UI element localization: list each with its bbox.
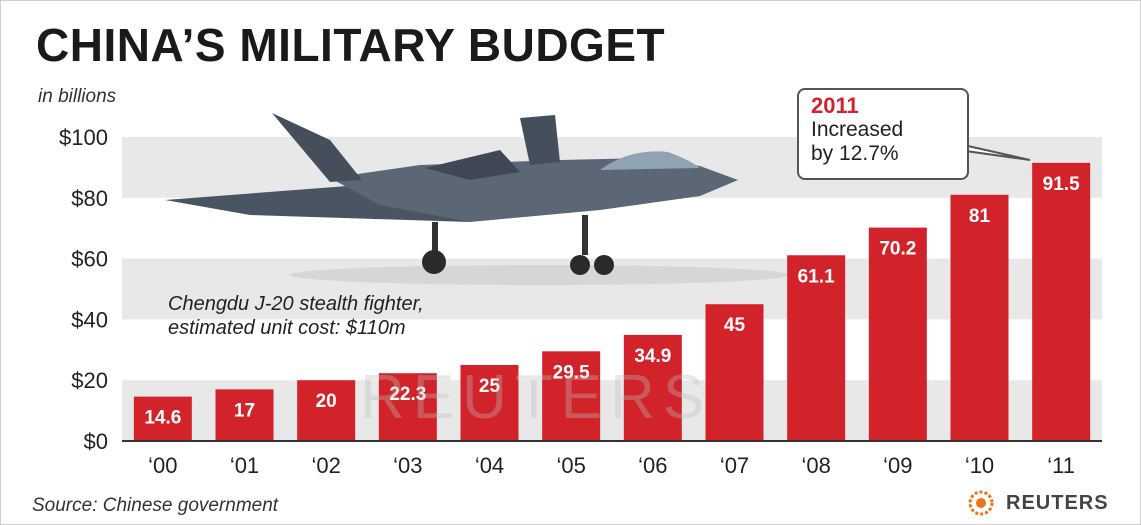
x-tick-label: ‘02 — [311, 453, 340, 478]
callout-line-2: by 12.7% — [811, 142, 899, 165]
bar — [460, 365, 519, 441]
bar — [542, 351, 601, 441]
reuters-logo: REUTERS — [964, 490, 1109, 516]
y-tick-label: $20 — [71, 368, 108, 393]
bar — [297, 380, 356, 441]
bar-value-label: 25 — [479, 376, 501, 397]
unit-label: in billions — [38, 86, 117, 107]
bar-value-label: 29.5 — [553, 362, 590, 383]
y-tick-label: $40 — [71, 307, 108, 332]
bar — [950, 194, 1009, 441]
y-tick-label: $80 — [71, 186, 108, 211]
x-tick-label: ‘09 — [883, 453, 912, 478]
bar — [623, 334, 682, 441]
grid-band — [122, 380, 1102, 441]
reuters-watermark: REUTERS — [360, 363, 713, 432]
x-tick-label: ‘10 — [965, 453, 994, 478]
bar-value-label: 17 — [234, 400, 255, 421]
x-tick-label: ‘03 — [393, 453, 422, 478]
chart-title: CHINA’S MILITARY BUDGET — [36, 19, 666, 71]
bar — [133, 396, 192, 441]
callout-box: 2011 Increased by 12.7% — [797, 88, 969, 180]
bar-value-label: 70.2 — [879, 239, 916, 260]
bar-value-label: 81 — [969, 206, 991, 227]
bar-value-label: 34.9 — [634, 346, 671, 367]
x-tick-label: ‘11 — [1047, 453, 1075, 478]
fighter-jet-illustration — [165, 113, 790, 285]
y-tick-label: $0 — [84, 429, 108, 454]
x-tick-label: ‘08 — [801, 453, 830, 478]
x-tick-label: ‘05 — [556, 453, 585, 478]
callout-year: 2011 — [811, 93, 859, 118]
bar-value-label: 14.6 — [144, 408, 181, 429]
callout-line-1: Increased — [811, 118, 904, 141]
jet-caption: Chengdu J-20 stealth fighter, estimated … — [168, 292, 424, 340]
bar-value-label: 45 — [724, 315, 746, 336]
jet-caption-line-2: estimated unit cost: $110m — [168, 317, 406, 339]
value-labels: 14.6 17 20 22.3 25 29.5 34.9 45 61.1 70.2 81 91.5 — [144, 174, 1080, 429]
bar-value-label: 22.3 — [389, 384, 426, 405]
bars — [133, 162, 1091, 441]
x-tick-label: ‘06 — [638, 453, 667, 478]
jet-caption-line-1: Chengdu J-20 stealth fighter, — [168, 293, 424, 315]
bar-value-label: 91.5 — [1043, 174, 1080, 195]
y-tick-label: $100 — [59, 125, 108, 150]
bar — [1032, 162, 1091, 441]
y-tick-label: $60 — [71, 247, 108, 272]
bar — [705, 304, 764, 441]
x-axis-ticks: ‘00 ‘01 ‘02 ‘03 ‘04 ‘05 ‘06 ‘07 ‘08 ‘09 ‘10 ‘11 — [148, 453, 1075, 478]
bar-value-label: 20 — [316, 391, 337, 412]
reuters-logo-icon — [968, 490, 994, 516]
x-tick-label: ‘01 — [230, 453, 259, 478]
bar — [378, 373, 437, 441]
y-axis-ticks: $0 $20 $40 $60 $80 $100 — [59, 125, 108, 454]
source-note: Source: Chinese government — [32, 495, 279, 516]
x-tick-label: ‘00 — [148, 453, 177, 478]
bar-value-label: 61.1 — [798, 266, 835, 287]
x-tick-label: ‘04 — [475, 453, 504, 478]
x-tick-label: ‘07 — [720, 453, 749, 478]
bar — [215, 389, 274, 441]
bar — [868, 227, 927, 441]
reuters-logo-text: REUTERS — [1006, 491, 1109, 514]
bar — [787, 255, 846, 441]
